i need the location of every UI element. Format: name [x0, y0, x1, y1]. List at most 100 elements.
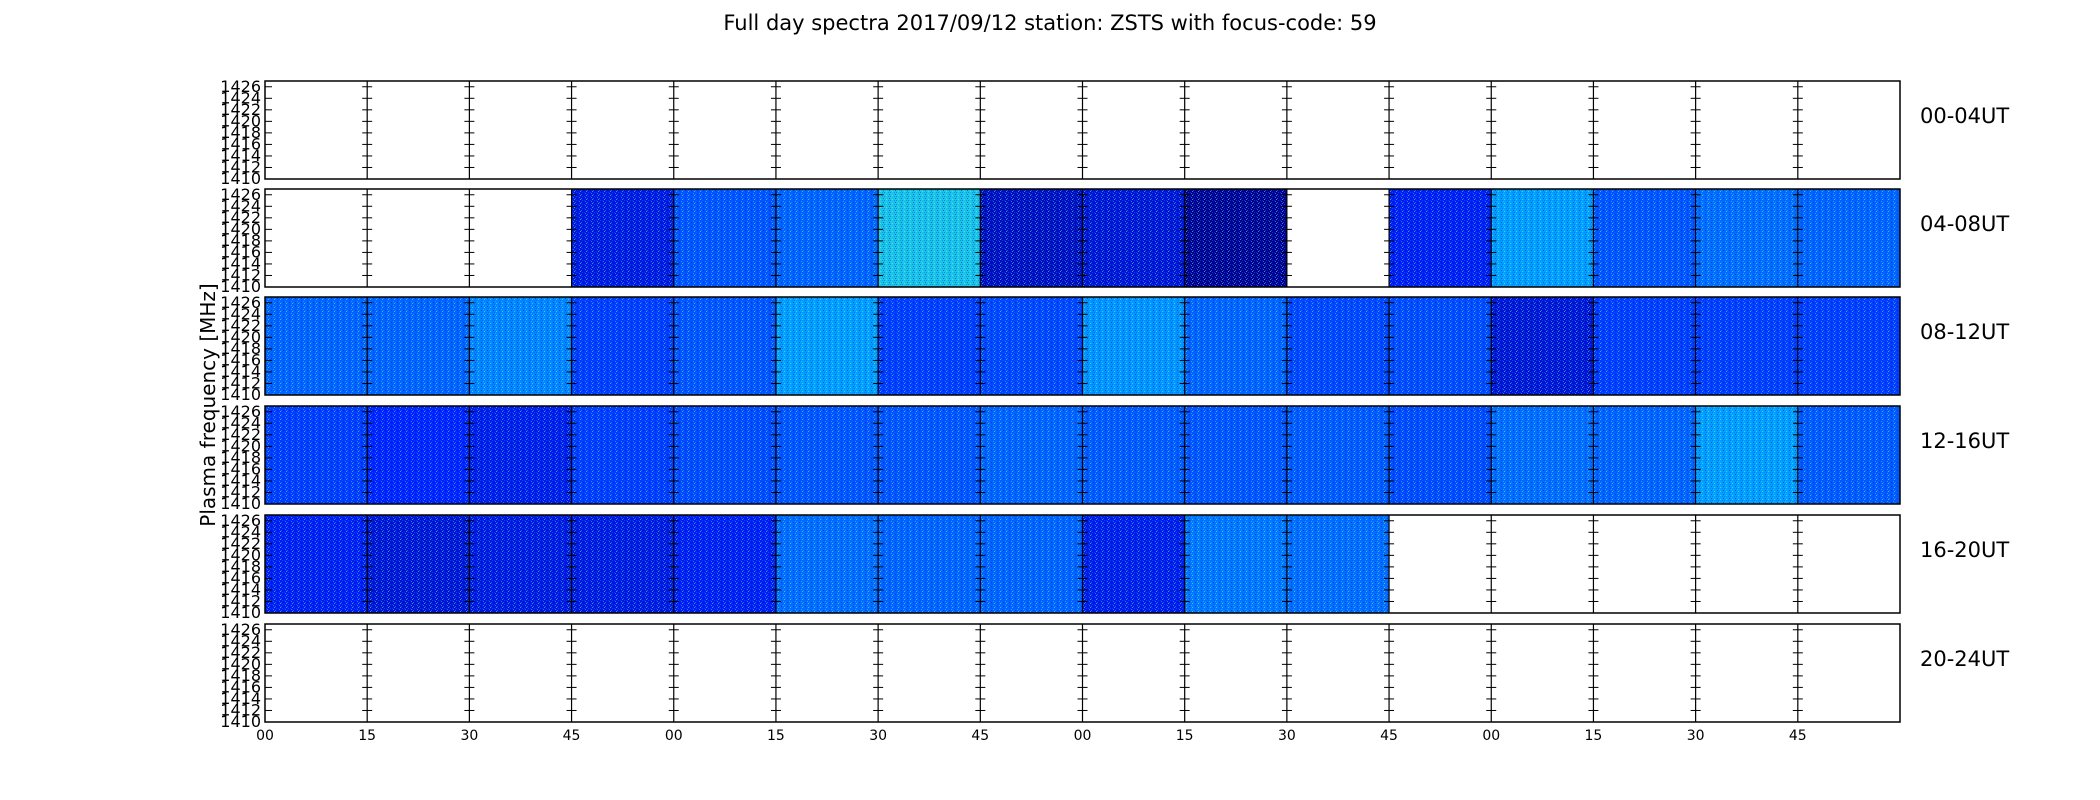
y-tick-label: 1414: [220, 254, 261, 273]
heatmap-texture: [775, 406, 879, 504]
heatmap-texture: [1286, 406, 1390, 504]
heatmap-texture: [980, 297, 1083, 395]
x-tick-label: 00: [1074, 728, 1092, 744]
y-tick-label: 1410: [220, 277, 261, 296]
heatmap-texture: [980, 406, 1083, 504]
row-frame: [264, 296, 1901, 396]
heatmap-texture: [878, 406, 981, 504]
y-tick-label: 1420: [220, 545, 261, 564]
x-tick-label: 45: [1380, 728, 1398, 744]
row-label: 12-16UT: [1920, 429, 2009, 453]
heatmap-texture: [1082, 406, 1185, 504]
y-tick-label: 1422: [220, 425, 261, 444]
x-tick-label: 45: [971, 728, 989, 744]
y-tick-label: 1418: [220, 231, 261, 250]
y-tick-label: 1410: [220, 603, 261, 622]
heatmap-texture: [1286, 515, 1390, 613]
heatmap-texture: [1695, 406, 1798, 504]
y-axis-label: Plasma frequency [MHz]: [196, 283, 220, 526]
row-frame: [264, 514, 1901, 614]
heatmap-texture: [775, 297, 879, 395]
y-tick-label: 1426: [220, 77, 261, 96]
y-tick-label: 1422: [220, 100, 261, 119]
y-tick-label: 1422: [220, 643, 261, 662]
y-tick-label: 1414: [220, 362, 261, 381]
heatmap-texture: [1797, 297, 1900, 395]
y-tick-label: 1410: [220, 494, 261, 513]
x-tick-label: 45: [563, 728, 581, 744]
y-tick-label: 1412: [220, 482, 261, 501]
y-tick-label: 1422: [220, 534, 261, 553]
heatmap-texture: [1491, 406, 1594, 504]
y-tick-label: 1420: [220, 436, 261, 455]
x-tick-label: 30: [1278, 728, 1296, 744]
heatmap-texture: [1389, 189, 1492, 287]
y-tick-label: 1426: [220, 511, 261, 530]
y-tick-label: 1416: [220, 242, 261, 261]
heatmap-texture: [1184, 189, 1287, 287]
heatmap-texture: [469, 406, 572, 504]
row-frame: [264, 623, 1901, 723]
x-tick-label: 15: [1585, 728, 1603, 744]
heatmap-texture: [571, 515, 674, 613]
x-tick-label: 30: [460, 728, 478, 744]
heatmap-texture: [1593, 406, 1696, 504]
heatmap-texture: [1184, 515, 1287, 613]
y-tick-label: 1414: [220, 471, 261, 490]
heatmap-texture: [878, 297, 981, 395]
heatmap-texture: [1695, 297, 1798, 395]
y-tick-label: 1416: [220, 350, 261, 369]
y-tick-label: 1416: [220, 677, 261, 696]
y-tick-label: 1418: [220, 448, 261, 467]
y-tick-label: 1410: [220, 712, 261, 731]
heatmap-texture: [265, 406, 368, 504]
y-tick-label: 1416: [220, 134, 261, 153]
y-tick-label: 1422: [220, 316, 261, 335]
heatmap-texture: [1184, 297, 1287, 395]
heatmap-texture: [673, 297, 776, 395]
y-tick-label: 1418: [220, 339, 261, 358]
heatmap-texture: [469, 515, 572, 613]
y-tick-label: 1418: [220, 557, 261, 576]
heatmap-texture: [775, 515, 879, 613]
heatmap-texture: [1184, 406, 1287, 504]
y-tick-label: 1424: [220, 522, 261, 541]
heatmap-texture: [1593, 189, 1696, 287]
x-tick-label: 30: [1687, 728, 1705, 744]
heatmap-texture: [265, 297, 368, 395]
row-label: 08-12UT: [1920, 320, 2009, 344]
row-label: 16-20UT: [1920, 538, 2009, 562]
x-tick-label: 15: [767, 728, 785, 744]
row-frame: [264, 405, 1901, 505]
heatmap-texture: [1593, 297, 1696, 395]
row-frame: [264, 188, 1901, 288]
y-tick-label: 1424: [220, 304, 261, 323]
y-tick-label: 1412: [220, 591, 261, 610]
heatmap-texture: [1389, 297, 1492, 395]
heatmap-texture: [980, 515, 1083, 613]
y-tick-label: 1420: [220, 654, 261, 673]
y-tick-label: 1412: [220, 700, 261, 719]
heatmap-texture: [1389, 406, 1492, 504]
y-tick-label: 1414: [220, 689, 261, 708]
x-tick-label: 00: [665, 728, 683, 744]
y-tick-label: 1424: [220, 88, 261, 107]
y-tick-label: 1414: [220, 580, 261, 599]
x-tick-label: 45: [1789, 728, 1807, 744]
x-tick-label: 15: [358, 728, 376, 744]
y-tick-label: 1412: [220, 157, 261, 176]
heatmap-texture: [1491, 297, 1594, 395]
heatmap-texture: [673, 406, 776, 504]
y-tick-label: 1420: [220, 111, 261, 130]
heatmap-texture: [673, 515, 776, 613]
heatmap-texture: [469, 297, 572, 395]
heatmap-texture: [878, 515, 981, 613]
heatmap-texture: [1286, 297, 1390, 395]
heatmap-texture: [571, 189, 674, 287]
